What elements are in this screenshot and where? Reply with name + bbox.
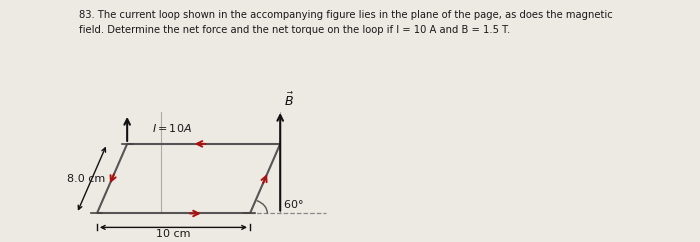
Text: 83. The current loop shown in the accompanying figure lies in the plane of the p: 83. The current loop shown in the accomp… bbox=[78, 10, 612, 20]
Text: $60°$: $60°$ bbox=[283, 197, 304, 210]
Text: field. Determine the net force and the net torque on the loop if I = 10 A and B : field. Determine the net force and the n… bbox=[78, 24, 510, 35]
Text: 8.0 cm: 8.0 cm bbox=[66, 174, 105, 184]
Text: 10 cm: 10 cm bbox=[156, 229, 190, 239]
Text: $\vec{B}$: $\vec{B}$ bbox=[284, 92, 294, 109]
Text: $I = 10A$: $I = 10A$ bbox=[152, 122, 192, 134]
